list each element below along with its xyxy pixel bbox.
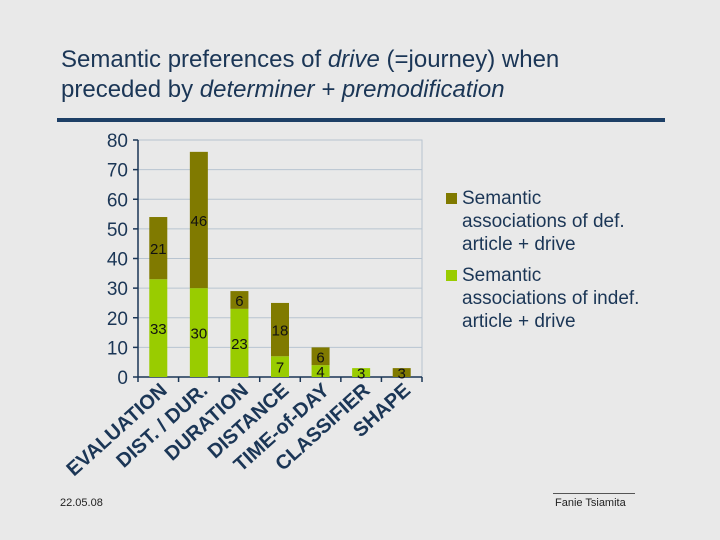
bar-segment [352,368,371,377]
legend-item-indef: Semantic associations of indef. article … [446,264,646,333]
bar-segment [271,302,289,357]
bar-segment [230,291,249,309]
data-label: 21 [150,241,167,258]
bar-segment [392,368,411,377]
legend-label: Semantic associations of def. article + … [462,188,625,255]
footer-author: Fanie Tsiamita [555,497,626,509]
y-tick-label: 70 [107,161,128,182]
footer-date: 22.05.08 [60,497,103,509]
title-text: Semantic preferences of [61,46,328,73]
title-italic: drive [327,46,380,73]
title-text: preceded by [61,76,200,103]
data-label: 6 [316,349,324,366]
data-label: 33 [150,321,167,338]
data-label: 4 [316,364,324,381]
data-label: 18 [272,323,289,340]
bar-segment [311,347,330,366]
data-label: 3 [357,366,365,383]
legend-swatch [446,193,457,204]
y-tick-label: 30 [107,279,128,300]
y-tick-label: 80 [107,131,128,152]
slide-title: Semantic preferences of drive (=journey)… [61,45,559,105]
y-tick-label: 20 [107,309,128,330]
bar-segment [230,308,249,377]
bar-segment [271,356,289,377]
title-italic: determiner + premodification [199,76,505,103]
data-label: 23 [231,336,248,353]
bar-segment [189,151,208,289]
data-label: 3 [398,366,406,383]
bar-segment [149,279,168,377]
legend-label: Semantic associations of indef. article … [462,265,640,332]
y-tick-label: 40 [107,250,128,271]
title-text: (=journey) when [379,46,560,73]
legend-item-def: Semantic associations of def. article + … [446,187,646,256]
title-divider [57,118,665,122]
y-tick-label: 0 [117,368,128,389]
data-label: 30 [191,326,208,343]
data-label: 46 [191,213,208,230]
bar-segment [311,365,330,377]
data-label: 6 [235,293,243,310]
data-label: 7 [276,360,284,377]
bar-segment [189,288,208,377]
y-tick-label: 50 [107,220,128,241]
y-tick-label: 60 [107,190,128,211]
y-tick-label: 10 [107,338,128,359]
footer-divider [553,493,635,494]
legend-swatch [446,270,457,281]
bar-segment [149,217,168,280]
